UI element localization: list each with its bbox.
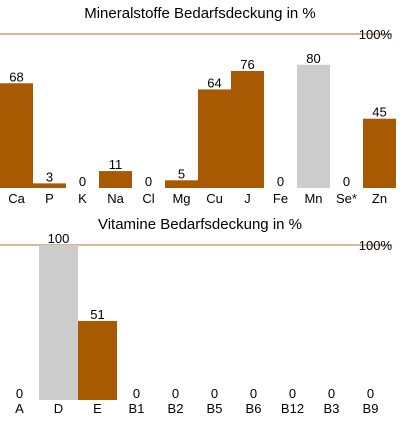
- mineral-value-label: 0: [277, 174, 284, 189]
- mineral-value-label: 80: [306, 51, 320, 66]
- mineral-value-label: 68: [9, 69, 23, 84]
- mineral-value-label: 64: [207, 75, 221, 90]
- vitamin-category-label: D: [54, 401, 63, 416]
- vitamin-value-label: 100: [48, 231, 70, 246]
- mineral-chart: Mineralstoffe Bedarfsdeckung in % 100% 68 C…: [0, 5, 396, 206]
- mineral-category-label: J: [244, 191, 251, 206]
- vitamin-category-label: A: [15, 401, 24, 416]
- vitamin-value-label: 0: [211, 386, 218, 401]
- mineral-value-label: 45: [372, 105, 386, 120]
- mineral-category-label: P: [45, 191, 54, 206]
- mineral-category-label: Mn: [304, 191, 322, 206]
- mineral-bar-na: [99, 171, 132, 188]
- mineral-bar-ca: [0, 83, 33, 188]
- vitamin-category-label: B9: [363, 401, 379, 416]
- mineral-value-label: 5: [178, 166, 185, 181]
- mineral-bar-cu: [198, 89, 231, 188]
- vitamin-bar-e: [78, 320, 117, 400]
- vitamin-bar-d: [39, 245, 78, 400]
- mineral-bar-zn: [363, 118, 396, 188]
- mineral-value-label: 11: [109, 157, 123, 172]
- mineral-chart-title: Mineralstoffe Bedarfsdeckung in %: [84, 5, 316, 22]
- mineral-category-label: Na: [107, 191, 124, 206]
- vitamin-value-label: 0: [16, 386, 23, 401]
- mineral-bar-mn: [297, 64, 330, 188]
- vitamin-value-label: 0: [172, 386, 179, 401]
- vitamin-chart: Vitamine Bedarfsdeckung in %100%0A100D51…: [0, 216, 392, 416]
- mineral-category-label: Zn: [372, 191, 387, 206]
- mineral-value-label: 3: [46, 169, 53, 184]
- mineral-category-label: Mg: [172, 191, 190, 206]
- vitamin-value-label: 0: [133, 386, 140, 401]
- mineral-bar-mg: [165, 180, 198, 188]
- mineral-value-label: 0: [343, 174, 350, 189]
- vitamin-value-label: 0: [367, 386, 374, 401]
- vitamin-value-label: 0: [250, 386, 257, 401]
- mineral-bar-p: [33, 183, 66, 188]
- vitamin-category-label: B12: [281, 401, 304, 416]
- mineral-bar-j: [231, 70, 264, 188]
- mineral-value-label: 0: [145, 174, 152, 189]
- vitamin-value-label: 0: [289, 386, 296, 401]
- vitamin-chart-title: Vitamine Bedarfsdeckung in %: [98, 216, 302, 233]
- vitamin-value-label: 0: [328, 386, 335, 401]
- vitamin-category-label: B5: [207, 401, 223, 416]
- vitamin-category-label: B2: [168, 401, 184, 416]
- vitamin-value-label: 51: [90, 307, 104, 322]
- vitamin-category-label: B6: [246, 401, 262, 416]
- mineral-value-label: 76: [240, 57, 254, 72]
- vitamin-category-label: B3: [324, 401, 340, 416]
- mineral-category-label: K: [78, 191, 87, 206]
- mineral-category-label: Ca: [8, 191, 25, 206]
- mineral-reference-label: 100%: [359, 27, 393, 42]
- mineral-value-label: 0: [79, 174, 86, 189]
- mineral-category-label: Cu: [206, 191, 223, 206]
- mineral-category-label: Fe: [273, 191, 288, 206]
- vitamin-reference-label: 100%: [359, 238, 393, 253]
- vitamin-category-label: B1: [129, 401, 145, 416]
- mineral-category-label: Cl: [142, 191, 154, 206]
- mineral-category-label: Se*: [336, 191, 357, 206]
- vitamin-category-label: E: [93, 401, 102, 416]
